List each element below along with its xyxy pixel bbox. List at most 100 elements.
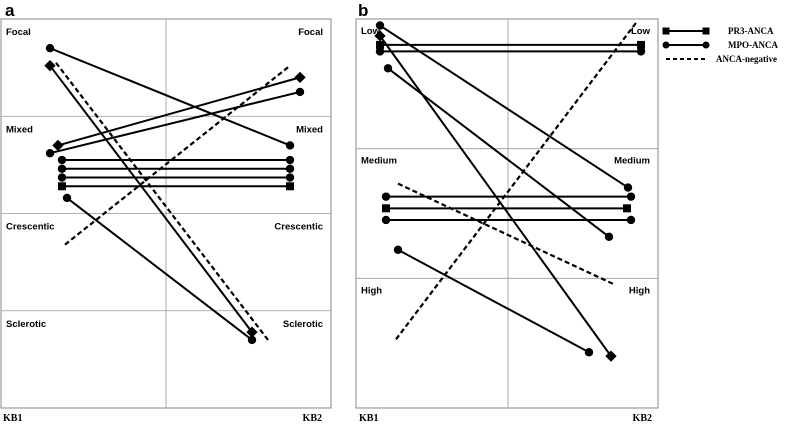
panel-b: b Low Low Medium Medium High High KB1 KB2 bbox=[355, 1, 659, 424]
marker-kb2 bbox=[286, 182, 294, 191]
series-line-anca-negative bbox=[397, 182, 616, 286]
marker-kb2 bbox=[636, 47, 646, 56]
series-line-pr3-anca bbox=[58, 182, 294, 191]
marker-kb1 bbox=[45, 43, 55, 53]
marker-kb2 bbox=[285, 141, 295, 150]
series-line-pr3-anca bbox=[376, 40, 645, 49]
marker-kb1 bbox=[381, 192, 391, 201]
legend-marker bbox=[702, 27, 710, 35]
marker-kb2 bbox=[295, 87, 305, 97]
series-line-mpo-anca bbox=[381, 215, 636, 225]
legend-label: PR3-ANCA bbox=[728, 26, 774, 36]
marker-kb1 bbox=[52, 139, 64, 152]
category-label-left: Low bbox=[361, 26, 381, 37]
series-lines-a bbox=[44, 43, 306, 345]
x-label-right-b: KB2 bbox=[633, 413, 652, 424]
marker-kb1 bbox=[57, 173, 67, 182]
series-line-pr3-anca bbox=[44, 60, 258, 338]
series-segment bbox=[395, 20, 638, 340]
legend-item-mpo-anca: MPO-ANCA bbox=[662, 40, 778, 50]
category-label-left: Mixed bbox=[6, 124, 33, 135]
panel-a: a Focal Focal Mixed Mixed Crescentic Crescent… bbox=[0, 1, 332, 424]
category-label-left: Sclerotic bbox=[6, 319, 46, 330]
marker-kb1 bbox=[383, 64, 393, 73]
series-segment bbox=[49, 90, 301, 155]
category-gridlines-a bbox=[1, 115, 331, 312]
series-segment bbox=[66, 197, 253, 341]
category-label-right: Focal bbox=[298, 27, 323, 38]
series-segment bbox=[49, 47, 291, 147]
panel-letter-b: b bbox=[358, 1, 368, 20]
series-segment bbox=[55, 62, 269, 341]
marker-kb2 bbox=[285, 164, 295, 173]
marker-kb1 bbox=[57, 155, 67, 165]
legend-label: ANCA-negative bbox=[716, 54, 777, 64]
legend: PR3-ANCA MPO-ANCA ANCA-negative bbox=[662, 26, 778, 64]
marker-kb1 bbox=[62, 193, 72, 203]
category-label-right: Crescentic bbox=[274, 222, 323, 233]
marker-kb1 bbox=[382, 204, 390, 213]
x-label-left-a: KB1 bbox=[3, 413, 22, 424]
legend-marker bbox=[662, 27, 670, 35]
series-line-mpo-anca bbox=[375, 21, 633, 192]
x-label-left-b: KB1 bbox=[359, 413, 378, 424]
marker-kb1 bbox=[393, 245, 403, 255]
marker-kb1 bbox=[381, 215, 391, 225]
legend-item-anca-negative: ANCA-negative bbox=[666, 54, 777, 64]
category-label-left: Crescentic bbox=[6, 222, 55, 233]
category-label-right: Mixed bbox=[296, 124, 323, 135]
series-line-mpo-anca bbox=[383, 64, 614, 242]
category-labels-a: Focal Focal Mixed Mixed Crescentic Crescentic… bbox=[6, 27, 323, 330]
plot-frame-b bbox=[355, 18, 659, 409]
marker-kb1 bbox=[376, 40, 384, 49]
marker-kb2 bbox=[247, 335, 257, 345]
series-segment bbox=[64, 64, 291, 246]
marker-kb2 bbox=[285, 155, 295, 165]
series-line-anca-negative bbox=[55, 62, 269, 341]
series-line-mpo-anca bbox=[57, 164, 295, 173]
marker-kb2 bbox=[584, 348, 594, 357]
marker-kb2 bbox=[637, 40, 645, 49]
marker-kb2 bbox=[626, 192, 636, 201]
marker-kb1 bbox=[58, 182, 66, 191]
category-label-left: Focal bbox=[6, 27, 31, 38]
series-line-mpo-anca bbox=[393, 245, 594, 357]
category-label-right: Low bbox=[631, 26, 651, 37]
series-line-mpo-anca bbox=[45, 87, 305, 158]
category-label-right: Sclerotic bbox=[283, 319, 323, 330]
marker-kb2 bbox=[623, 183, 633, 192]
series-line-mpo-anca bbox=[57, 155, 295, 165]
series-line-anca-negative bbox=[395, 20, 638, 340]
marker-kb2 bbox=[604, 232, 614, 242]
series-line-mpo-anca bbox=[375, 47, 646, 56]
series-line-anca-negative bbox=[64, 64, 291, 246]
panel-letter-a: a bbox=[5, 1, 15, 20]
category-labels-b: Low Low Medium Medium High High bbox=[361, 26, 651, 296]
marker-kb1 bbox=[57, 164, 67, 173]
marker-kb2 bbox=[605, 350, 617, 362]
marker-kb2 bbox=[246, 326, 258, 338]
legend-item-pr3-anca: PR3-ANCA bbox=[662, 26, 774, 36]
category-label-left: High bbox=[361, 285, 382, 296]
series-segment bbox=[397, 248, 590, 354]
marker-kb1 bbox=[375, 47, 385, 56]
series-segment bbox=[49, 65, 253, 333]
marker-kb2 bbox=[285, 173, 295, 182]
series-line-mpo-anca bbox=[57, 173, 295, 182]
series-lines-b bbox=[374, 20, 646, 362]
series-line-mpo-anca bbox=[381, 192, 636, 201]
legend-marker bbox=[662, 41, 670, 49]
marker-kb1 bbox=[375, 21, 385, 30]
marker-kb2 bbox=[294, 71, 306, 84]
legend-marker bbox=[702, 41, 710, 49]
marker-kb2 bbox=[626, 215, 636, 225]
series-line-pr3-anca bbox=[382, 204, 631, 213]
legend-label: MPO-ANCA bbox=[728, 40, 778, 50]
series-segment bbox=[379, 24, 629, 189]
category-gridlines-b bbox=[356, 148, 658, 279]
category-label-right: Medium bbox=[614, 156, 650, 167]
category-label-right: High bbox=[629, 285, 650, 296]
series-line-mpo-anca bbox=[45, 43, 295, 150]
series-segment bbox=[397, 182, 616, 286]
